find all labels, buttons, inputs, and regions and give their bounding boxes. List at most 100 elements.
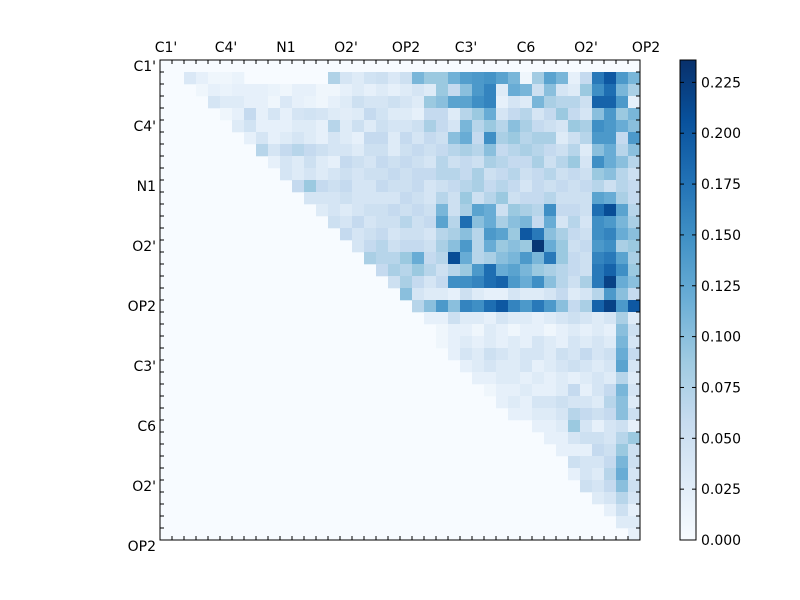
heatmap-cell-10-37	[604, 180, 617, 193]
heatmap-cell-6-32	[544, 132, 557, 145]
heatmap-cell-19-33	[556, 288, 569, 301]
y-tick-label: C4'	[133, 119, 156, 135]
heatmap-cell-19-25	[460, 288, 473, 301]
heatmap-cell-30-37	[604, 420, 617, 433]
heatmap-cell-3-10	[280, 96, 293, 109]
heatmap-cell-11-35	[580, 192, 593, 205]
heatmap-cell-3-35	[580, 96, 593, 109]
heatmap-cell-14-37	[604, 228, 617, 241]
heatmap-cell-29-38	[616, 408, 629, 421]
heatmap-cell-15-28	[496, 240, 509, 253]
heatmap-cell-5-17	[364, 120, 377, 133]
heatmap-cell-20-38	[616, 300, 629, 313]
heatmap-cell-25-28	[496, 360, 509, 373]
heatmap-cell-24-27	[484, 348, 497, 361]
x-tick-label: C6	[517, 40, 536, 56]
heatmap-cell-27-35	[580, 384, 593, 397]
heatmap-cell-20-21	[412, 300, 425, 313]
heatmap-cell-13-24	[448, 216, 461, 229]
heatmap-cell-14-38	[616, 228, 629, 241]
heatmap-cell-14-17	[364, 228, 377, 241]
heatmap-cell-23-35	[580, 336, 593, 349]
heatmap-cell-17-31	[532, 264, 545, 277]
heatmap-cell-8-16	[352, 156, 365, 169]
heatmap-cell-13-29	[508, 216, 521, 229]
heatmap-cell-22-31	[532, 324, 545, 337]
heatmap-cell-14-35	[580, 228, 593, 241]
heatmap-cell-26-34	[568, 372, 581, 385]
heatmap-cell-5-34	[568, 120, 581, 133]
heatmap-cell-14-33	[556, 228, 569, 241]
heatmap-cell-10-12	[304, 180, 317, 193]
heatmap-cell-6-26	[472, 132, 485, 145]
heatmap-cell-23-36	[592, 336, 605, 349]
heatmap-cell-6-35	[580, 132, 593, 145]
heatmap-cell-6-37	[604, 132, 617, 145]
heatmap-cell-10-14	[328, 180, 341, 193]
heatmap-cell-5-10	[280, 120, 293, 133]
heatmap-cell-22-25	[460, 324, 473, 337]
heatmap-cell-3-16	[352, 96, 365, 109]
heatmap-cell-15-26	[472, 240, 485, 253]
heatmap-cell-11-15	[340, 192, 353, 205]
heatmap-cell-6-31	[532, 132, 545, 145]
heatmap-cell-14-15	[340, 228, 353, 241]
heatmap-cell-22-26	[472, 324, 485, 337]
heatmap-cell-28-31	[532, 396, 545, 409]
heatmap-cell-1-26	[472, 72, 485, 85]
heatmap-cell-25-38	[616, 360, 629, 373]
heatmap-cell-13-35	[580, 216, 593, 229]
heatmap-cell-7-14	[328, 144, 341, 157]
heatmap-cell-32-33	[556, 444, 569, 457]
heatmap-cell-3-39	[628, 96, 641, 109]
heatmap-cell-12-23	[436, 204, 449, 217]
heatmap-cell-28-36	[592, 396, 605, 409]
y-tick-label: C1'	[133, 59, 156, 75]
heatmap-cell-31-33	[556, 432, 569, 445]
heatmap-cell-11-39	[628, 192, 641, 205]
heatmap-cell-24-38	[616, 348, 629, 361]
heatmap-cell-21-34	[568, 312, 581, 325]
heatmap-cell-2-25	[460, 84, 473, 97]
heatmap-cell-24-34	[568, 348, 581, 361]
heatmap-cell-6-16	[352, 132, 365, 145]
heatmap-cell-22-39	[628, 324, 641, 337]
heatmap-cell-4-22	[424, 108, 437, 121]
heatmap-cell-2-19	[388, 84, 401, 97]
heatmap-cell-11-27	[484, 192, 497, 205]
heatmap-cell-9-28	[496, 168, 509, 181]
heatmap-cell-26-36	[592, 372, 605, 385]
heatmap-cell-22-32	[544, 324, 557, 337]
colorbar-tick-label: 0.225	[701, 75, 741, 91]
heatmap-cell-6-19	[388, 132, 401, 145]
heatmap-cell-27-31	[532, 384, 545, 397]
heatmap-cell-1-32	[544, 72, 557, 85]
heatmap-cell-22-23	[436, 324, 449, 337]
heatmap-cell-16-27	[484, 252, 497, 265]
heatmap-cell-17-24	[448, 264, 461, 277]
heatmap-cell-3-29	[508, 96, 521, 109]
heatmap-cell-11-32	[544, 192, 557, 205]
heatmap-cell-23-37	[604, 336, 617, 349]
colorbar-tick-label: 0.050	[701, 431, 741, 447]
heatmap-cell-17-37	[604, 264, 617, 277]
heatmap-cell-26-28	[496, 372, 509, 385]
heatmap-cell-9-25	[460, 168, 473, 181]
heatmap-cell-32-37	[604, 444, 617, 457]
heatmap-cell-9-20	[400, 168, 413, 181]
heatmap-cell-24-33	[556, 348, 569, 361]
heatmap-cell-1-20	[400, 72, 413, 85]
heatmap-cell-10-33	[556, 180, 569, 193]
heatmap-cell-37-37	[604, 504, 617, 517]
heatmap-cell-21-26	[472, 312, 485, 325]
heatmap-cell-29-36	[592, 408, 605, 421]
heatmap-cell-10-24	[448, 180, 461, 193]
heatmap-cell-4-19	[388, 108, 401, 121]
heatmap-cell-28-35	[580, 396, 593, 409]
y-tick-label: OP2	[128, 539, 156, 555]
heatmap-cell-1-30	[520, 72, 533, 85]
colorbar-tick-label: 0.025	[701, 482, 741, 498]
heatmap-cell-22-37	[604, 324, 617, 337]
heatmap-cell-4-17	[364, 108, 377, 121]
heatmap-cell-33-36	[592, 456, 605, 469]
